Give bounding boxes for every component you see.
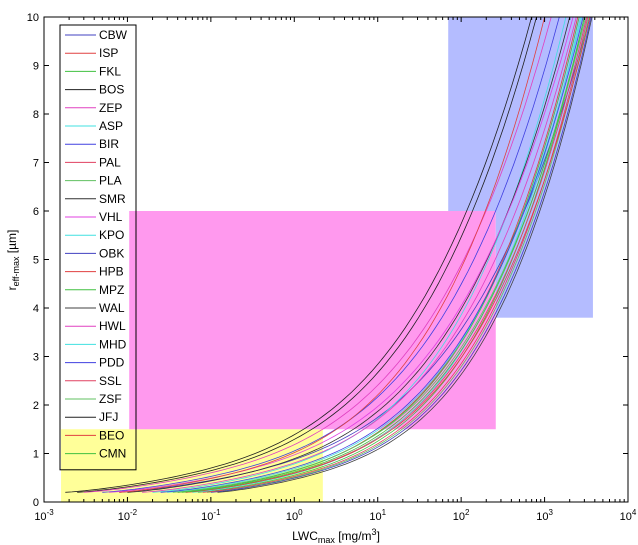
x-axis: 10-3 10-2 10-1 100 101 102 103 104 <box>34 17 637 523</box>
series-line-beo <box>185 16 591 493</box>
legend-label: HPB <box>99 265 124 279</box>
legend-label: BEO <box>99 428 124 442</box>
y-tick-label: 6 <box>33 206 39 218</box>
legend-box <box>59 24 137 471</box>
x-tick-label: 100 <box>286 508 303 523</box>
legend-label: SMR <box>99 192 126 206</box>
series-line-pla <box>206 16 590 493</box>
y-tick-label: 10 <box>27 12 39 24</box>
y-axis-label: reff-max [µm] <box>5 230 21 291</box>
legend-label: OBK <box>99 246 124 260</box>
plot-lines <box>65 16 593 493</box>
legend-label: ISP <box>99 46 118 60</box>
legend-label: FKL <box>99 64 121 78</box>
x-tick-label: 101 <box>369 508 386 523</box>
series-line-wal <box>217 16 593 493</box>
legend-label: ZSF <box>99 392 122 406</box>
y-tick-label: 2 <box>33 400 39 412</box>
series-line-hwl <box>142 16 577 493</box>
legend-label: MHD <box>99 337 127 351</box>
x-tick-label: 102 <box>453 508 470 523</box>
x-axis-label: LWCmax [mg/m3] <box>292 527 380 545</box>
legend-label: JFJ <box>99 410 118 424</box>
x-tick-label: 103 <box>536 508 553 523</box>
legend-label: BIR <box>99 137 119 151</box>
y-tick-label: 3 <box>33 352 39 364</box>
y-tick-label: 9 <box>33 61 39 73</box>
y-tick-label: 5 <box>33 255 39 267</box>
y-tick-label: 0 <box>33 497 39 509</box>
series-line-bos <box>77 16 537 493</box>
legend-label: CMN <box>99 447 126 461</box>
series-line-cbw <box>119 16 591 493</box>
series-line-mhd <box>192 16 581 493</box>
series-line-obk <box>210 16 592 493</box>
y-tick-label: 8 <box>33 109 39 121</box>
x-tick-label: 104 <box>620 508 637 523</box>
x-tick-label: 10-3 <box>34 508 54 523</box>
series-line-bir <box>102 16 560 493</box>
y-tick-label: 4 <box>33 303 39 315</box>
series-line-jfj <box>65 16 532 493</box>
y-tick-label: 7 <box>33 158 39 170</box>
x-tick-label: 10-1 <box>201 508 221 523</box>
series-line-cmn <box>181 16 585 493</box>
legend-label: PAL <box>99 155 121 169</box>
legend-label: SSL <box>99 374 122 388</box>
legend-label: WAL <box>99 301 125 315</box>
legend-label: CBW <box>99 28 128 42</box>
series-line-pdd <box>160 16 584 493</box>
legend-label: MPZ <box>99 283 124 297</box>
shaded-regions <box>61 17 593 502</box>
legend-label: ASP <box>99 119 123 133</box>
y-axis: 0 1 2 3 4 5 6 7 8 9 10 <box>27 12 628 509</box>
legend-label: HWL <box>99 319 126 333</box>
legend-label: PLA <box>99 174 122 188</box>
y-tick-label: 1 <box>33 449 39 461</box>
legend-label: PDD <box>99 356 125 370</box>
series-line-ssl <box>202 16 589 493</box>
series-line-zsf <box>172 16 586 493</box>
series-line-hpb <box>119 16 545 493</box>
legend-label: VHL <box>99 210 123 224</box>
series-line-vhl <box>108 16 574 493</box>
legend-label: ZEP <box>99 101 122 115</box>
x-tick-label: 10-2 <box>118 508 138 523</box>
legend-label: KPO <box>99 228 124 242</box>
legend-label: BOS <box>99 83 124 97</box>
legend: CBW ISP FKL BOS ZEP ASP BIR PAL PLA SMR VHL KPO OBK H… <box>59 24 137 471</box>
